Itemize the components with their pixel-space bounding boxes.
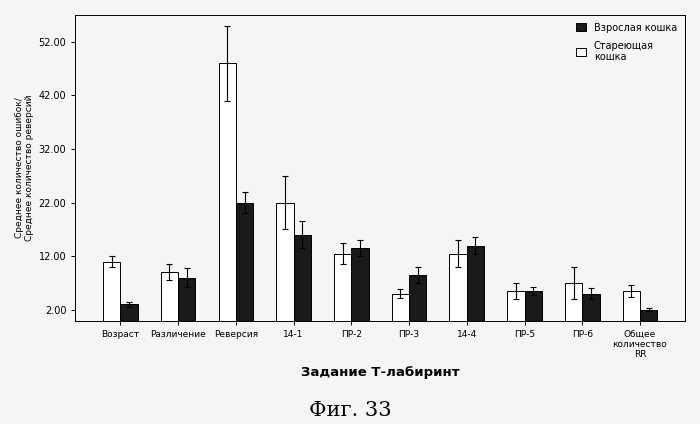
Bar (524, 291, 542, 321)
Bar (103, 262, 120, 321)
Bar (582, 294, 600, 321)
Bar (622, 291, 640, 321)
Bar (351, 248, 369, 321)
X-axis label: Задание Т-лабиринт: Задание Т-лабиринт (301, 366, 459, 379)
Bar (178, 278, 195, 321)
Bar (640, 310, 657, 321)
Bar (120, 304, 138, 321)
Bar (508, 291, 524, 321)
Bar (161, 272, 178, 321)
Bar (334, 254, 351, 321)
Bar (409, 275, 426, 321)
Bar (236, 203, 253, 321)
Text: Фиг. 33: Фиг. 33 (309, 401, 391, 420)
Bar (293, 235, 311, 321)
Bar (449, 254, 467, 321)
Bar (392, 294, 409, 321)
Bar (218, 63, 236, 321)
Bar (276, 203, 293, 321)
Legend: Взрослая кошка, Стареющая
кошка: Взрослая кошка, Стареющая кошка (573, 20, 680, 65)
Bar (467, 245, 484, 321)
Y-axis label: Среднее количество ошибок/
Среднее количество реверсий: Среднее количество ошибок/ Среднее колич… (15, 95, 34, 241)
Bar (565, 283, 582, 321)
